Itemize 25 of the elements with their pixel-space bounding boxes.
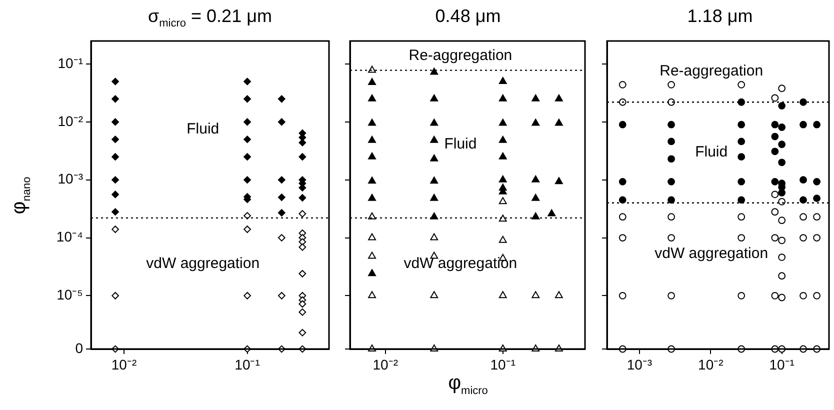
annotation: Re-aggregation <box>660 62 764 80</box>
annotation: Re-aggregation <box>408 46 512 64</box>
chart-title: σ$_{micro}$ = 0.21 μm <box>147 6 273 30</box>
y-tick-label: 10⁻⁵ <box>56 286 83 303</box>
y-tick-label: 10⁻² <box>58 112 84 129</box>
y-tick-label: 0 <box>75 340 84 356</box>
annotation: vdW aggregation <box>654 245 768 262</box>
annotation: Fluid <box>444 135 477 152</box>
annotation: vdW aggregation <box>146 254 260 272</box>
x-tick-label: 10⁻¹ <box>490 356 516 372</box>
x-tick-label: 10⁻¹ <box>769 356 795 372</box>
x-tick-label: 10⁻² <box>698 356 724 372</box>
x-tick-label: 10⁻³ <box>626 356 652 372</box>
chart-title: 1.18 μm <box>686 6 754 27</box>
annotation: vdW aggregation <box>404 254 518 272</box>
annotation: Fluid <box>186 120 220 138</box>
x-axis-title: φ$_{micro}$ <box>447 372 489 397</box>
x-tick-label: 10⁻² <box>111 356 137 372</box>
y-tick-label: 10⁻⁴ <box>56 228 83 245</box>
x-tick-label: 10⁻¹ <box>234 356 260 372</box>
annotation: Fluid <box>695 144 728 161</box>
x-tick-label: 10⁻² <box>372 356 398 372</box>
chart-title: 0.48 μm <box>434 6 502 27</box>
y-tick-label: 10⁻¹ <box>58 54 84 71</box>
y-tick-label: 10⁻³ <box>58 170 84 187</box>
